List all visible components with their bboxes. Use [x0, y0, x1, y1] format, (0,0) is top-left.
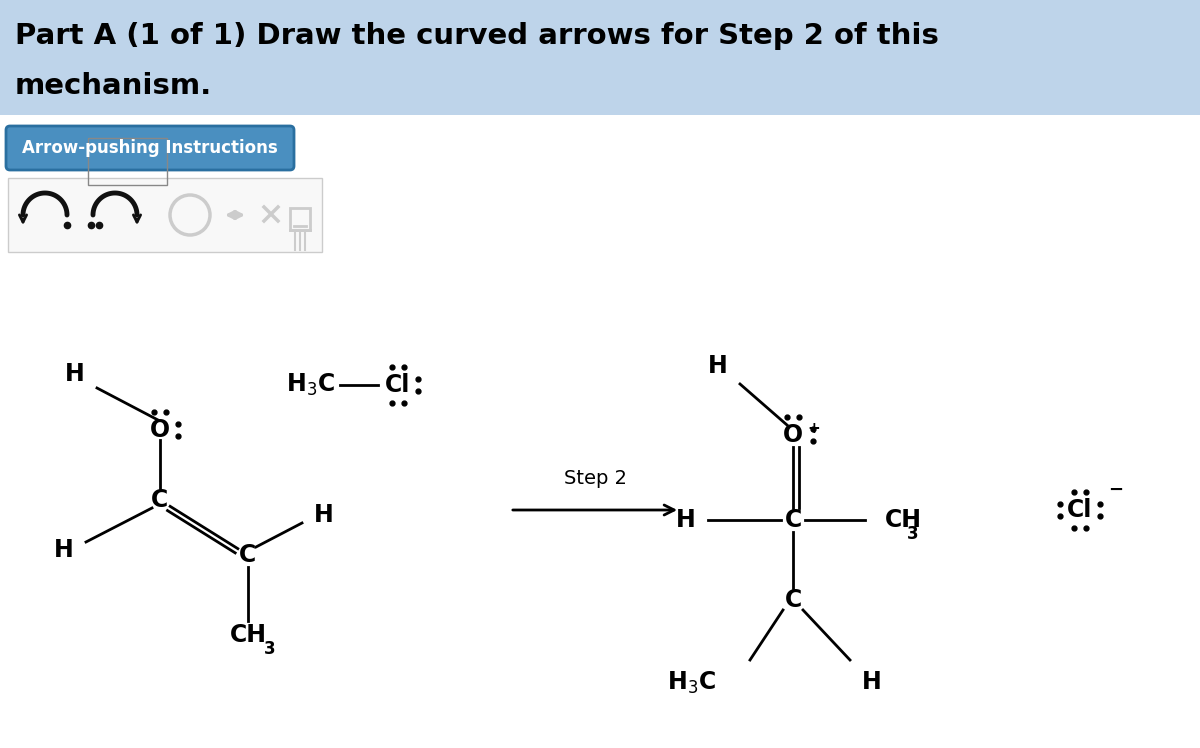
Text: −: −	[1108, 481, 1123, 499]
Text: O: O	[782, 423, 803, 447]
Text: Arrow-pushing Instructions: Arrow-pushing Instructions	[22, 139, 278, 157]
Text: H: H	[314, 503, 334, 527]
Text: Step 2: Step 2	[564, 469, 626, 488]
FancyBboxPatch shape	[6, 126, 294, 170]
Text: 3: 3	[907, 525, 919, 543]
Text: H: H	[708, 354, 728, 378]
Text: C: C	[151, 488, 169, 512]
Bar	[290, 208, 310, 230]
Text: CH: CH	[886, 508, 922, 532]
Text: +: +	[808, 421, 820, 436]
Text: mechanism.: mechanism.	[14, 72, 212, 100]
Text: H$_3$C: H$_3$C	[667, 670, 716, 696]
Text: H: H	[65, 362, 85, 386]
Text: H$_3$C: H$_3$C	[286, 372, 335, 398]
Text: H: H	[54, 538, 74, 562]
Bar	[0, 0, 1200, 115]
Text: Cl: Cl	[1067, 498, 1093, 522]
Text: H: H	[677, 508, 696, 532]
Text: Cl: Cl	[385, 373, 410, 397]
Text: O: O	[150, 418, 170, 442]
Text: 3: 3	[264, 640, 276, 658]
Text: H: H	[862, 670, 882, 694]
FancyBboxPatch shape	[8, 178, 322, 252]
Text: Part A (1 of 1) Draw the curved arrows for Step 2 of this: Part A (1 of 1) Draw the curved arrows f…	[14, 22, 938, 50]
Bar	[88, 138, 167, 185]
Text: CH: CH	[229, 623, 266, 647]
Text: C: C	[239, 543, 257, 567]
Text: C: C	[785, 508, 802, 532]
Text: C: C	[785, 588, 802, 612]
